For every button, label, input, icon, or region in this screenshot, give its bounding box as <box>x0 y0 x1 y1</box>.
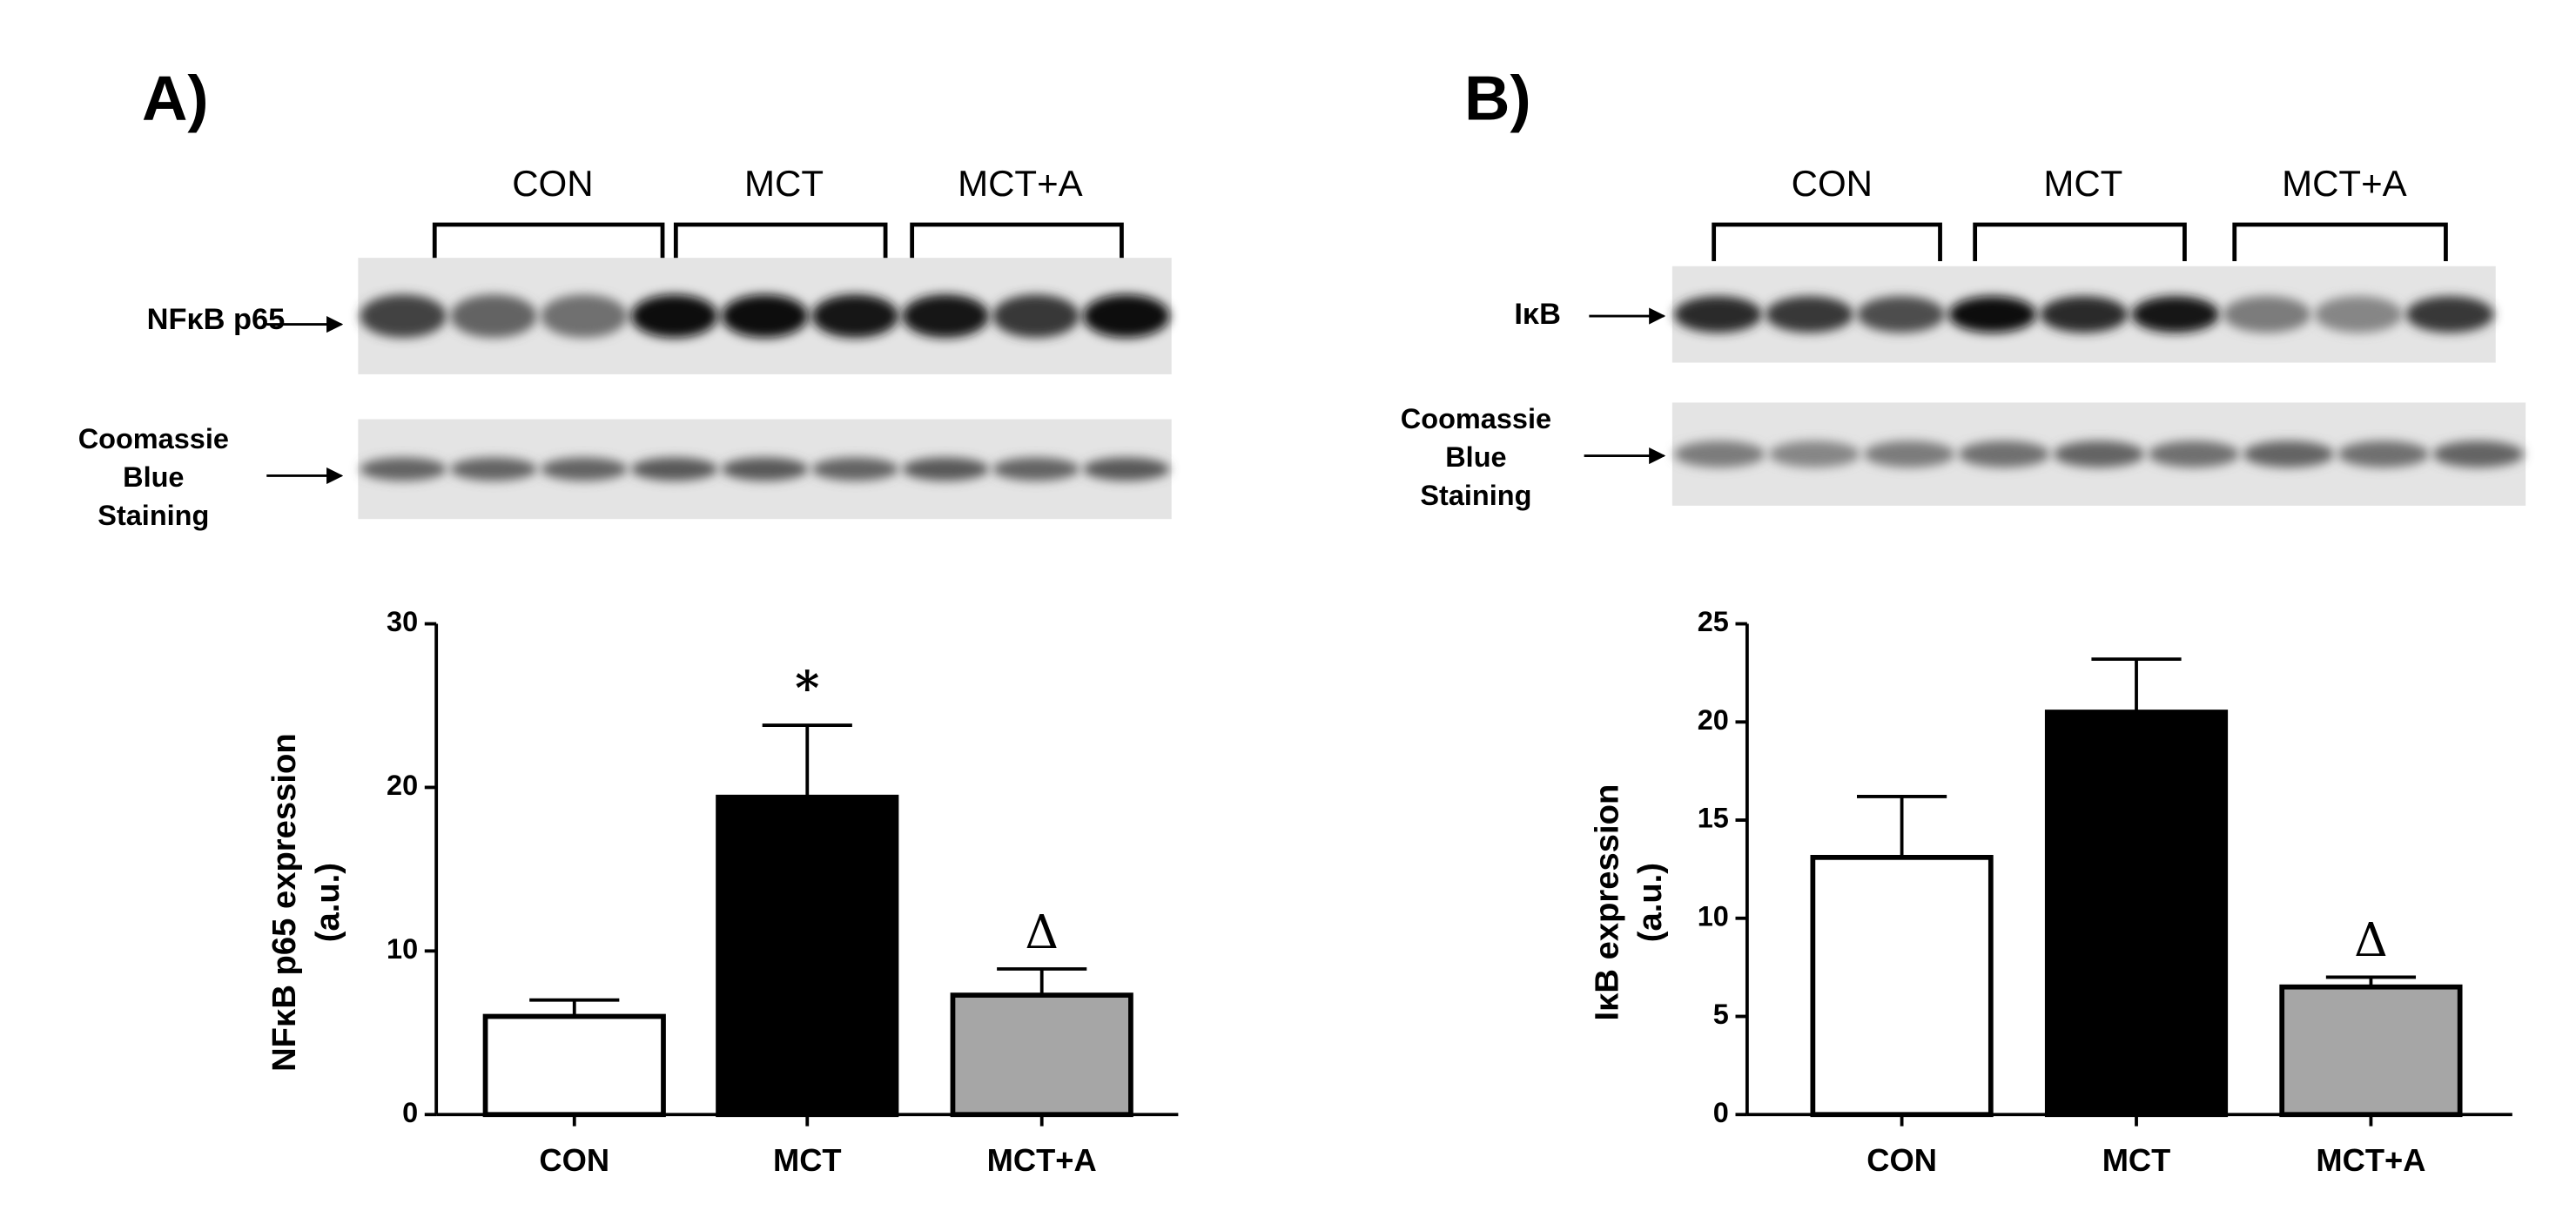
y-tick-label: 30 <box>387 606 418 637</box>
y-tick-label: 20 <box>1698 704 1729 736</box>
blot-band <box>2053 441 2145 468</box>
group-bracket <box>1712 222 1942 261</box>
blot-band <box>630 457 718 481</box>
y-axis-label: NFκB p65 expression (a.u.) <box>266 733 346 1072</box>
group-bracket <box>1973 222 2187 261</box>
blot-group-label: MCT <box>2043 163 2122 204</box>
group-bracket <box>910 222 1124 261</box>
blot-label: Coomassie <box>78 423 229 454</box>
blot-band <box>1082 457 1170 481</box>
blot-group-label: MCT+A <box>2282 163 2407 204</box>
blot-band <box>992 457 1079 481</box>
y-tick-label: 0 <box>402 1097 418 1128</box>
bar <box>950 992 1133 1118</box>
blot-label: NFκB p65 <box>147 303 286 336</box>
blot-band <box>2337 441 2430 468</box>
y-tick-label: 15 <box>1698 803 1729 834</box>
bar <box>2044 710 2229 1118</box>
blot-band <box>360 457 447 481</box>
blot-band <box>1082 294 1170 338</box>
blot-band <box>721 457 809 481</box>
blot-label: Blue <box>123 461 184 493</box>
blot-band <box>1766 296 1853 333</box>
x-tick-label: CON <box>1866 1142 1937 1178</box>
blot-band <box>811 294 899 338</box>
x-tick-label: CON <box>539 1142 609 1178</box>
blot-band <box>1857 296 1946 333</box>
y-axis-label: IκB expression (a.u.) <box>1588 784 1669 1021</box>
group-bracket <box>432 222 665 261</box>
blot-band <box>1674 441 1766 468</box>
x-tick-label: MCT <box>773 1142 842 1178</box>
x-tick-label: MCT+A <box>987 1142 1097 1178</box>
blot-band <box>1948 296 2037 333</box>
y-tick-label: 0 <box>1713 1097 1729 1128</box>
blot-label: Staining <box>1420 480 1531 511</box>
group-bracket <box>2232 222 2448 261</box>
y-axis-label-line: NFκB p65 expression <box>266 733 303 1072</box>
blot-band <box>2314 296 2403 333</box>
blot-band <box>902 294 990 338</box>
blot-group-label: CON <box>512 163 593 204</box>
y-tick-label: 20 <box>387 770 418 801</box>
blot-band <box>360 294 447 338</box>
blot-band <box>902 457 990 481</box>
y-axis-label-line: (a.u.) <box>309 863 346 942</box>
blot-label: Coomassie <box>1401 403 1551 434</box>
blot-band <box>1863 441 1955 468</box>
blot-band <box>541 294 628 338</box>
blot-band <box>2243 441 2335 468</box>
blot-band <box>721 294 809 338</box>
blot-band <box>2131 296 2220 333</box>
y-tick-label: 10 <box>387 933 418 965</box>
y-tick-label: 25 <box>1698 606 1729 637</box>
bar <box>716 794 899 1118</box>
blot-group-label: MCT <box>744 163 824 204</box>
y-axis-label-line: (a.u.) <box>1631 863 1669 942</box>
blot-band <box>1673 296 1762 333</box>
x-tick-label: MCT <box>2102 1142 2171 1178</box>
blot-band <box>811 457 899 481</box>
group-bracket <box>673 222 888 261</box>
panel-label: A) <box>142 64 209 134</box>
panel-label: B) <box>1464 64 1531 134</box>
blot-band <box>630 294 718 338</box>
blot-band <box>541 457 628 481</box>
bar <box>1810 855 1994 1118</box>
blot-band <box>2148 441 2240 468</box>
blot-band <box>1958 441 2050 468</box>
annotation: * <box>795 661 819 716</box>
y-tick-label: 5 <box>1713 999 1729 1030</box>
blot-band <box>2432 441 2524 468</box>
blot-band <box>1768 441 1860 468</box>
y-tick-label: 10 <box>1698 900 1729 932</box>
blot-band <box>2040 296 2129 333</box>
blot-label: Blue <box>1445 441 1506 473</box>
annotation: Δ <box>2354 912 2388 967</box>
blot-label: IκB <box>1514 298 1561 331</box>
blot-band <box>450 294 537 338</box>
bar <box>482 1013 666 1118</box>
bar <box>2279 984 2463 1118</box>
y-axis-label-line: IκB expression <box>1588 784 1625 1021</box>
blot-group-label: CON <box>1792 163 1873 204</box>
blot-band <box>2405 296 2494 333</box>
blot-group-label: MCT+A <box>958 163 1083 204</box>
blot-band <box>2223 296 2311 333</box>
blot-label: Staining <box>98 500 209 531</box>
blot-band <box>992 294 1079 338</box>
annotation: Δ <box>1025 905 1059 959</box>
blot-band <box>450 457 537 481</box>
x-tick-label: MCT+A <box>2316 1142 2425 1178</box>
